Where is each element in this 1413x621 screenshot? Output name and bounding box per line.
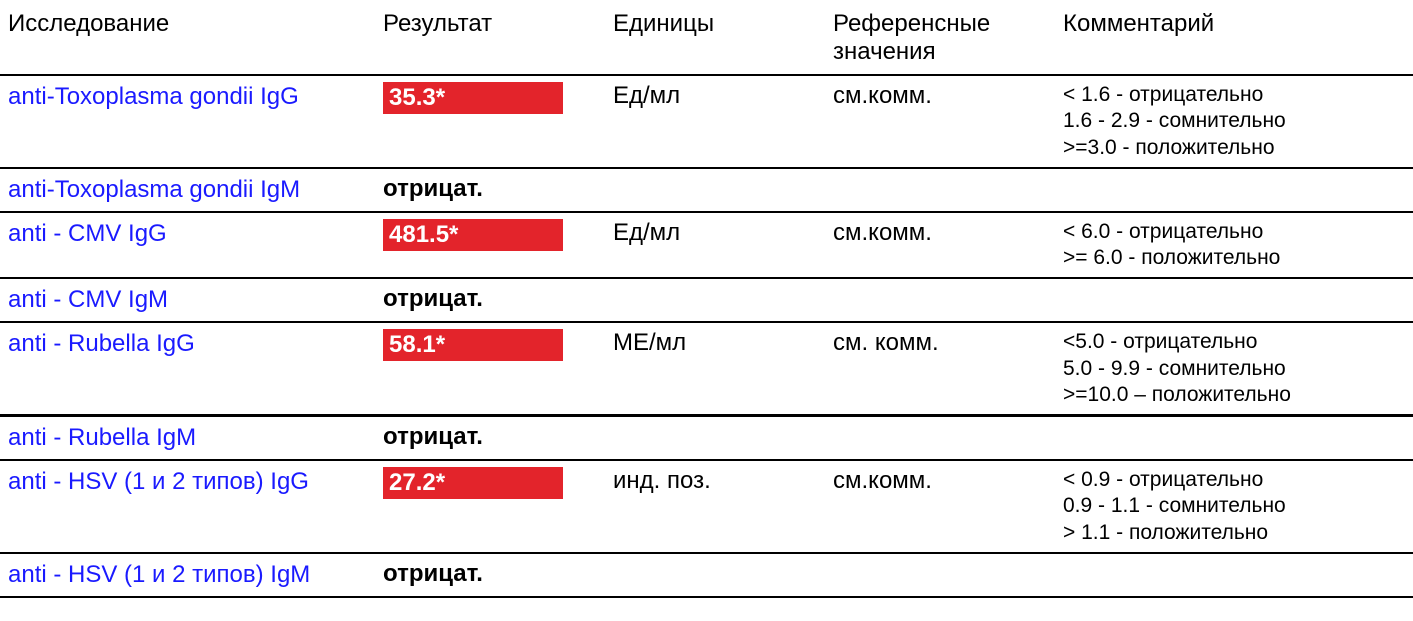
header-test: Исследование — [0, 0, 375, 75]
test-name-cell: anti - HSV (1 и 2 типов) IgG — [0, 460, 375, 553]
units-cell: МЕ/мл — [605, 322, 825, 415]
test-name-cell: anti - HSV (1 и 2 типов) IgM — [0, 553, 375, 597]
lab-results-table: Исследование Результат Единицы Референсн… — [0, 0, 1413, 598]
table-header-row: Исследование Результат Единицы Референсн… — [0, 0, 1413, 75]
units-cell: Ед/мл — [605, 75, 825, 168]
table-row: anti - CMV IgM отрицат. — [0, 278, 1413, 322]
comment-cell: <5.0 - отрицательно 5.0 - 9.9 - сомнител… — [1055, 322, 1413, 415]
reference-cell: см.комм. — [825, 460, 1055, 553]
comment-cell — [1055, 168, 1413, 212]
test-name-cell: anti - Rubella IgG — [0, 322, 375, 415]
table-row: anti-Toxoplasma gondii IgG35.3* Ед/млсм.к… — [0, 75, 1413, 168]
comment-cell — [1055, 416, 1413, 461]
units-cell: Ед/мл — [605, 212, 825, 279]
test-name-cell: anti - CMV IgM — [0, 278, 375, 322]
header-comment: Комментарий — [1055, 0, 1413, 75]
units-cell — [605, 168, 825, 212]
reference-cell: см. комм. — [825, 322, 1055, 415]
table-row: anti - Rubella IgG58.1* МЕ/млсм. комм.<5.… — [0, 322, 1413, 415]
comment-cell — [1055, 278, 1413, 322]
test-name-cell: anti-Toxoplasma gondii IgG — [0, 75, 375, 168]
table-row: anti - HSV (1 и 2 типов) IgM отрицат. — [0, 553, 1413, 597]
result-plain: отрицат. — [383, 423, 483, 450]
table-row: anti-Toxoplasma gondii IgM отрицат. — [0, 168, 1413, 212]
result-cell: отрицат. — [375, 168, 605, 212]
result-highlight: 58.1* — [383, 329, 563, 361]
reference-cell — [825, 168, 1055, 212]
table-row: anti - CMV IgG481.5* Ед/млсм.комм.< 6.0 -… — [0, 212, 1413, 279]
reference-cell — [825, 416, 1055, 461]
comment-cell: < 0.9 - отрицательно 0.9 - 1.1 - сомните… — [1055, 460, 1413, 553]
comment-cell — [1055, 553, 1413, 597]
comment-cell: < 1.6 - отрицательно 1.6 - 2.9 - сомните… — [1055, 75, 1413, 168]
result-cell: 27.2* — [375, 460, 605, 553]
result-highlight: 27.2* — [383, 467, 563, 499]
table-row: anti - Rubella IgM отрицат. — [0, 416, 1413, 461]
result-plain: отрицат. — [383, 560, 483, 587]
result-cell: 58.1* — [375, 322, 605, 415]
reference-cell: см.комм. — [825, 75, 1055, 168]
comment-cell: < 6.0 - отрицательно >= 6.0 - положитель… — [1055, 212, 1413, 279]
reference-cell — [825, 278, 1055, 322]
units-cell — [605, 553, 825, 597]
result-plain: отрицат. — [383, 175, 483, 202]
table-row: anti - HSV (1 и 2 типов) IgG27.2* инд. по… — [0, 460, 1413, 553]
reference-cell: см.комм. — [825, 212, 1055, 279]
result-cell: отрицат. — [375, 553, 605, 597]
result-cell: 35.3* — [375, 75, 605, 168]
test-name-cell: anti-Toxoplasma gondii IgM — [0, 168, 375, 212]
result-cell: отрицат. — [375, 416, 605, 461]
result-plain: отрицат. — [383, 285, 483, 312]
header-units: Единицы — [605, 0, 825, 75]
units-cell — [605, 278, 825, 322]
header-reference: Референсные значения — [825, 0, 1055, 75]
reference-cell — [825, 553, 1055, 597]
result-cell: 481.5* — [375, 212, 605, 279]
result-cell: отрицат. — [375, 278, 605, 322]
test-name-cell: anti - Rubella IgM — [0, 416, 375, 461]
result-highlight: 481.5* — [383, 219, 563, 251]
units-cell: инд. поз. — [605, 460, 825, 553]
test-name-cell: anti - CMV IgG — [0, 212, 375, 279]
result-highlight: 35.3* — [383, 82, 563, 114]
units-cell — [605, 416, 825, 461]
header-result: Результат — [375, 0, 605, 75]
